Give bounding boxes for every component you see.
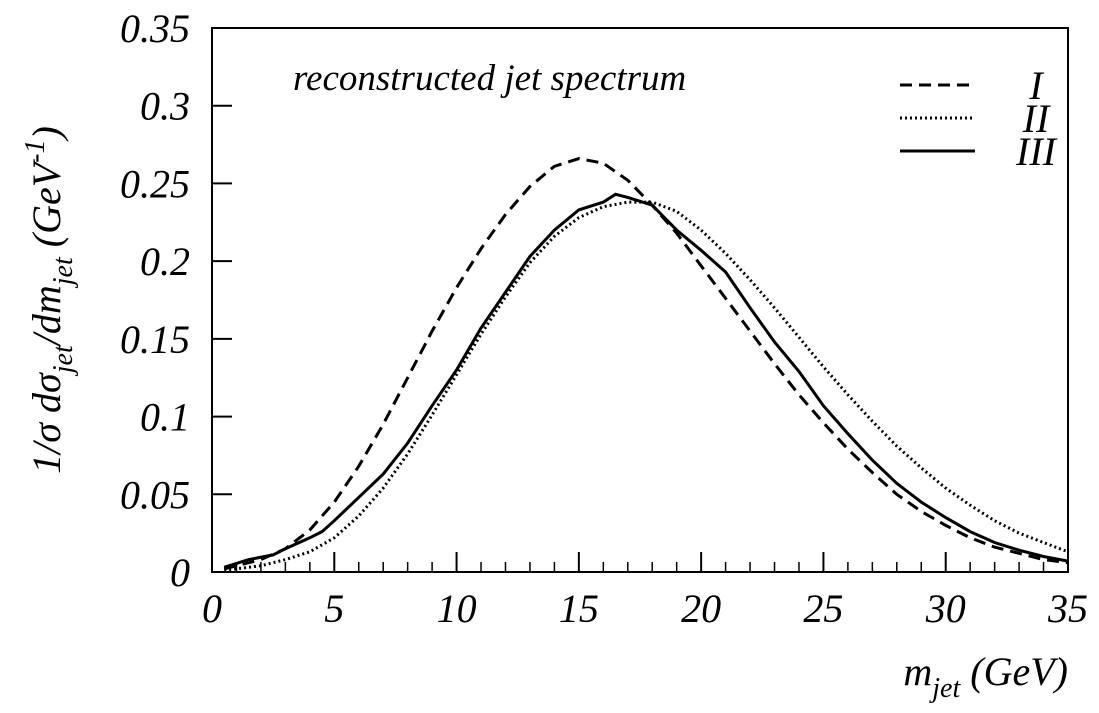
x-tick-label: 30: [925, 586, 966, 631]
y-tick-label: 0.35: [120, 6, 190, 51]
x-tick-label: 5: [324, 586, 344, 631]
y-tick-label: 0: [170, 550, 190, 595]
y-tick-label: 0.05: [120, 472, 190, 517]
legend-label: I: [1028, 63, 1044, 108]
x-axis-label: mjet (GeV): [903, 649, 1068, 704]
y-label-part: ): [24, 126, 69, 141]
y-tick-label: 0.25: [120, 161, 190, 206]
x-label-part: (GeV): [960, 649, 1068, 694]
y-label-part: 1/σ dσ: [24, 372, 69, 474]
legend-label: II: [1022, 96, 1051, 141]
y-tick-label: 0.15: [120, 317, 190, 362]
series-line: [223, 192, 1069, 569]
plot-frame: [211, 27, 1069, 573]
x-tick-label: 15: [559, 586, 599, 631]
y-tick-label: 0.1: [140, 395, 190, 440]
y-label-part: jet: [48, 256, 79, 288]
x-tick-label: 20: [681, 586, 721, 631]
series-line: [223, 157, 1069, 571]
y-label-part: jet: [48, 344, 79, 376]
x-label-part: jet: [929, 673, 961, 704]
y-label-part: /dm: [24, 285, 69, 347]
x-tick-label: 35: [1047, 586, 1088, 631]
legend-label: III: [1015, 129, 1058, 174]
x-tick-label: 10: [437, 586, 477, 631]
y-tick-label: 0.3: [140, 84, 190, 129]
chart-title: reconstructed jet spectrum: [293, 58, 686, 99]
y-tick-label: 0.2: [140, 239, 190, 284]
y-label-part: (GeV: [24, 158, 69, 257]
y-label-part: -1: [20, 140, 51, 163]
x-tick-label: 0: [202, 586, 222, 631]
x-label-part: m: [903, 649, 932, 694]
y-axis-label: 1/σ dσjet/dmjet (GeV-1): [20, 126, 79, 474]
x-tick-label: 25: [803, 586, 843, 631]
